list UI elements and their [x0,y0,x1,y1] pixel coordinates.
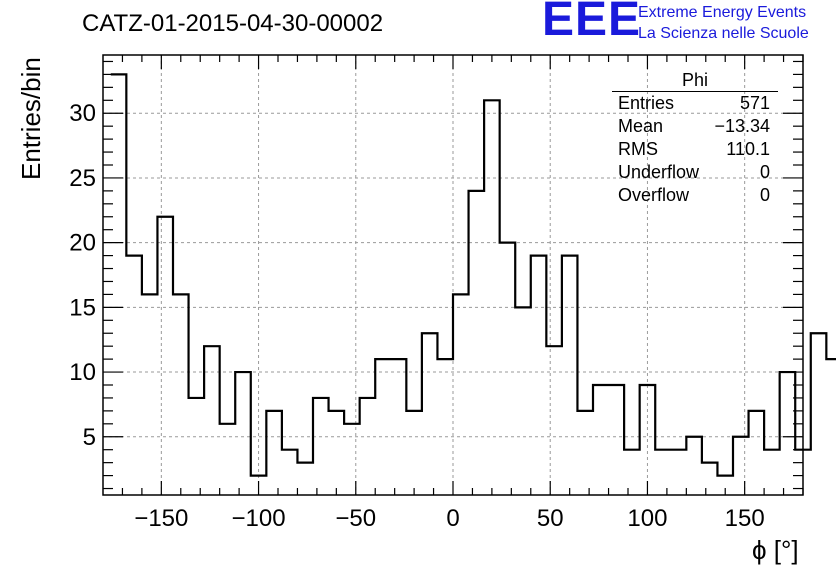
stats-row-underflow: Underflow 0 [612,161,778,184]
stats-box: Phi Entries 571 Mean −13.34 RMS 110.1 Un… [612,70,778,207]
stats-label: Mean [618,116,664,136]
logo-line-2: La Scienza nelle Scuole [638,25,809,42]
x-tick-label: 150 [725,505,765,532]
stats-value: 0 [759,162,770,182]
y-tick-label: 10 [69,359,96,386]
stats-value: 571 [739,93,770,113]
eee-logo: EEE [542,0,642,46]
stats-value: −13.34 [714,116,770,136]
logo-line-1: Extreme Energy Events [638,4,807,21]
tick-labels: −150 −100 −50 0 50 100 150 5 10 15 20 25 30 [69,100,764,532]
stats-row-overflow: Overflow 0 [612,184,778,207]
y-tick-label: 25 [69,165,96,192]
x-tick-label: −50 [335,505,376,532]
stats-label: Entries [618,93,675,113]
axis-ticks [103,55,804,495]
histogram-line [110,73,836,477]
stats-row-rms: RMS 110.1 [612,138,778,161]
y-tick-label: 5 [83,424,96,451]
stats-label: Overflow [618,185,690,205]
stats-row-entries: Entries 571 [612,92,778,115]
x-axis-label: ϕ [°] [752,535,799,565]
stats-row-mean: Mean −13.34 [612,115,778,138]
y-tick-label: 20 [69,230,96,257]
y-tick-label: 15 [69,294,96,321]
x-tick-label: −100 [232,505,286,532]
stats-label: RMS [618,139,658,159]
stats-value: 0 [759,185,770,205]
x-tick-label: −150 [134,505,188,532]
x-tick-label: 0 [446,505,459,532]
x-tick-label: 50 [537,505,564,532]
stats-label: Underflow [618,162,700,182]
plot-title: CATZ-01-2015-04-30-00002 [82,10,384,37]
stats-value: 110.1 [726,139,770,159]
y-axis-label: Entries/bin [16,57,46,180]
y-tick-label: 30 [69,100,96,127]
x-tick-label: 100 [627,505,667,532]
stats-title: Phi [612,70,778,92]
